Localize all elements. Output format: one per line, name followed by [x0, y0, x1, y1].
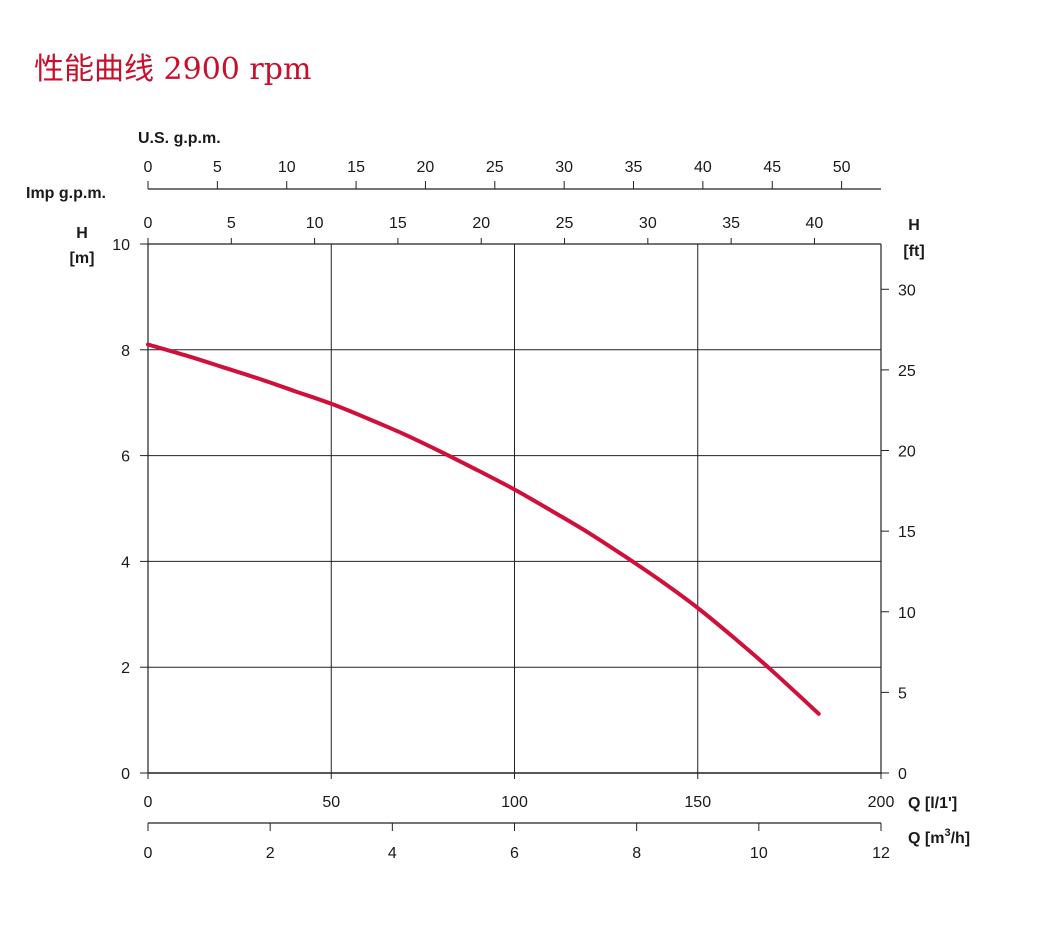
y-left-tick-label: 4: [121, 554, 130, 571]
y-right-axis-label-unit: [ft]: [903, 243, 924, 260]
x-imp-gpm-tick-label: 20: [472, 215, 490, 232]
x-primary-tick-label: 150: [684, 794, 711, 811]
x-secondary-label-sup: 3: [944, 827, 950, 839]
x-primary-tick-label: 0: [144, 794, 153, 811]
x-imp-gpm-tick-label: 10: [306, 215, 324, 232]
x-us-gpm-tick-label: 10: [278, 159, 296, 176]
x-us-gpm-tick-label: 50: [833, 159, 851, 176]
x-imp-gpm-tick-label: 5: [227, 215, 236, 232]
page-title: 性能曲线 2900 rpm: [34, 52, 312, 87]
x-primary-axis-label: Q [l/1']: [908, 795, 957, 812]
x-secondary-tick-label: 2: [266, 845, 275, 862]
y-left-tick-label: 0: [121, 766, 130, 783]
x-us-gpm-tick-label: 0: [144, 159, 153, 176]
x-imp-gpm-tick-label: 40: [806, 215, 824, 232]
x-secondary-tick-label: 0: [144, 845, 153, 862]
y-left-tick-label: 6: [121, 449, 130, 466]
x-us-gpm-tick-label: 20: [417, 159, 435, 176]
performance-curve: [146, 342, 821, 716]
x-us-gpm-tick-label: 45: [763, 159, 781, 176]
y-right-tick-label: 20: [898, 444, 916, 461]
x-secondary-label-suffix: /h]: [951, 830, 971, 847]
y-left-tick-label: 8: [121, 343, 130, 360]
y-right-tick-label: 30: [898, 282, 916, 299]
x-us-gpm-axis-label: U.S. g.p.m.: [138, 130, 221, 147]
x-secondary-tick-label: 10: [750, 845, 768, 862]
x-us-gpm-tick-label: 35: [625, 159, 643, 176]
y-left-tick-label: 10: [112, 237, 130, 254]
y-left-tick-label: 2: [121, 660, 130, 677]
x-secondary-tick-label: 6: [510, 845, 519, 862]
y-left-axis-label-top: H: [76, 225, 88, 242]
x-us-gpm-tick-label: 15: [347, 159, 365, 176]
x-imp-gpm-tick-label: 35: [722, 215, 740, 232]
y-right-tick-label: 0: [898, 766, 907, 783]
x-imp-gpm-tick-label: 25: [556, 215, 574, 232]
x-imp-gpm-tick-label: 0: [144, 215, 153, 232]
x-imp-gpm-tick-label: 30: [639, 215, 657, 232]
y-right-tick-label: 10: [898, 605, 916, 622]
y-right-tick-label: 25: [898, 363, 916, 380]
x-us-gpm-tick-label: 25: [486, 159, 504, 176]
x-primary-tick-label: 50: [322, 794, 340, 811]
x-imp-gpm-tick-label: 15: [389, 215, 407, 232]
y-right-axis-label-top: H: [908, 217, 920, 234]
x-secondary-label-prefix: Q [m: [908, 830, 944, 847]
x-secondary-tick-label: 12: [872, 845, 890, 862]
x-us-gpm-tick-label: 30: [555, 159, 573, 176]
y-right-tick-label: 15: [898, 524, 916, 541]
x-secondary-axis-label: Q [m3/h]: [908, 827, 970, 847]
x-us-gpm-tick-label: 40: [694, 159, 712, 176]
y-right-tick-label: 5: [898, 685, 907, 702]
x-secondary-tick-label: 4: [388, 845, 397, 862]
x-primary-tick-label: 100: [501, 794, 528, 811]
x-us-gpm-tick-label: 5: [213, 159, 222, 176]
y-left-axis-label-unit: [m]: [70, 250, 95, 267]
x-imp-gpm-axis-label: Imp g.p.m.: [26, 185, 106, 202]
x-secondary-tick-label: 8: [632, 845, 641, 862]
x-primary-tick-label: 200: [868, 794, 895, 811]
